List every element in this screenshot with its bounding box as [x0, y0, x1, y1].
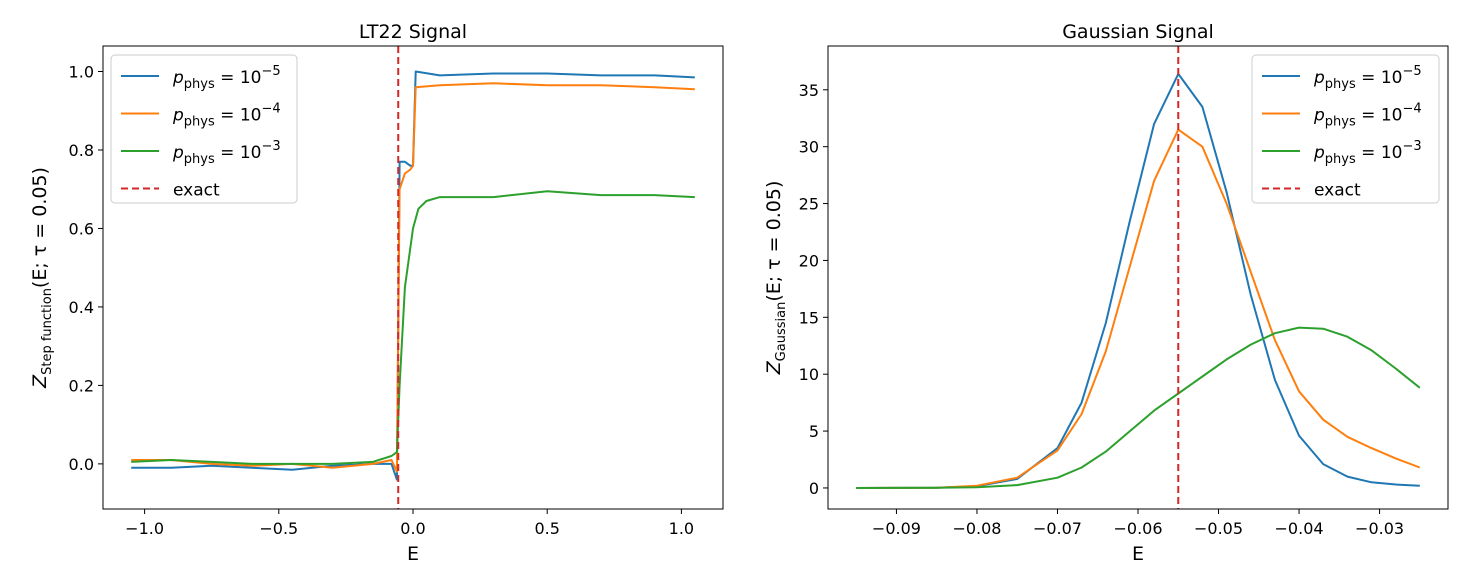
x-axis-label: E [1132, 543, 1144, 565]
legend-label-exponent: −4 [1402, 102, 1421, 117]
y-tick-label: 15 [799, 308, 819, 327]
y-tick-label: 0.8 [69, 141, 94, 160]
legend-label-subscript: phys [184, 77, 215, 92]
x-tick-label: −0.05 [1194, 519, 1243, 538]
x-tick-label: −0.08 [952, 519, 1001, 538]
legend-label-equals: = 10 [1356, 68, 1403, 88]
series-line-1 [131, 82, 695, 473]
legend-label-equals: = 10 [215, 106, 262, 126]
series-line-2 [131, 190, 695, 465]
legend-label-exponent: −4 [261, 102, 280, 117]
y-tick-label: 5 [809, 422, 819, 441]
lt22-signal-panel: −1.0 −0.5 0.0 0.5 1.0 0.0 0.2 0.4 0.6 0.8 1.0 LT22 … [29, 21, 724, 565]
y-axis-label: ZStep function(E; τ = 0.05) [29, 167, 55, 389]
legend-label-equals: = 10 [1356, 143, 1403, 163]
x-tick-label: −0.04 [1275, 519, 1324, 538]
y-tick-label: 0 [809, 479, 819, 498]
legend-label-subscript: phys [1325, 77, 1356, 92]
legend-label-equals: = 10 [215, 143, 262, 163]
legend-label: pphys = 10−3 [172, 139, 281, 167]
legend-label: pphys = 10−5 [172, 64, 281, 92]
plot-area [131, 46, 695, 509]
legend-box [1251, 54, 1440, 204]
series-line-2 [856, 326, 1421, 489]
x-tick-label: −1.0 [125, 519, 164, 538]
plot-area [856, 46, 1421, 509]
y-tick-label: 35 [799, 81, 819, 100]
y-tick-label: 0.4 [69, 298, 94, 317]
x-tick-label: −0.09 [872, 519, 921, 538]
y-tick-label: 0.2 [69, 376, 94, 395]
legend-label-subscript: phys [184, 152, 215, 167]
legend-label-exact: exact [1314, 181, 1361, 201]
y-tick-label: 30 [799, 138, 819, 157]
y-tick-label: 0.0 [69, 455, 94, 474]
legend-label-subscript: phys [1325, 152, 1356, 167]
legend-label-symbol: p [1313, 106, 1325, 126]
legend-label-exponent: −5 [261, 64, 280, 79]
x-tick-label: −0.5 [259, 519, 298, 538]
y-tick-label: 25 [799, 195, 819, 214]
chart-title: Gaussian Signal [1062, 21, 1214, 43]
x-axis-label: E [407, 543, 419, 565]
legend-label-equals: = 10 [1356, 106, 1403, 126]
legend-label-exact: exact [173, 181, 220, 201]
gaussian-signal-panel: −0.09 −0.08 −0.07 −0.06 −0.05 −0.04 −0.03 0 5 10 1… [763, 21, 1449, 565]
legend-label: pphys = 10−5 [1313, 64, 1422, 92]
legend-label-exponent: −3 [261, 139, 280, 154]
legend-label-symbol: p [172, 106, 184, 126]
x-tick-label: 0.0 [400, 519, 425, 538]
y-tick-label: 0.6 [69, 219, 94, 238]
x-tick-label: −0.06 [1113, 519, 1162, 538]
x-tick-label: 0.5 [534, 519, 559, 538]
legend-label-exponent: −5 [1402, 64, 1421, 79]
x-tick-label: −0.07 [1033, 519, 1082, 538]
legend-label: pphys = 10−4 [1313, 102, 1422, 130]
legend-label-symbol: p [172, 68, 184, 88]
chart-title: LT22 Signal [359, 21, 467, 43]
series-line-1 [856, 128, 1421, 489]
y-tick-label: 1.0 [69, 63, 94, 82]
legend-label-symbol: p [1313, 68, 1325, 88]
legend-label-subscript: phys [1325, 115, 1356, 130]
legend-label: pphys = 10−4 [172, 102, 281, 130]
y-axis-label-text: ZGaussian(E; τ = 0.05) [763, 181, 789, 376]
series-line-0 [131, 70, 695, 481]
legend-label-subscript: phys [184, 115, 215, 130]
legend-label-symbol: p [1313, 143, 1325, 163]
y-axis-label: ZGaussian(E; τ = 0.05) [763, 181, 789, 376]
legend-box [110, 54, 298, 204]
y-tick-label: 10 [799, 365, 819, 384]
legend-label: pphys = 10−3 [1313, 139, 1422, 167]
legend-label-exponent: −3 [1402, 139, 1421, 154]
y-tick-label: 20 [799, 251, 819, 270]
x-tick-label: 1.0 [669, 519, 694, 538]
x-tick-label: −0.03 [1355, 519, 1404, 538]
y-axis-label-text: ZStep function(E; τ = 0.05) [29, 167, 55, 389]
legend-label-symbol: p [172, 143, 184, 163]
legend-label-equals: = 10 [215, 68, 262, 88]
